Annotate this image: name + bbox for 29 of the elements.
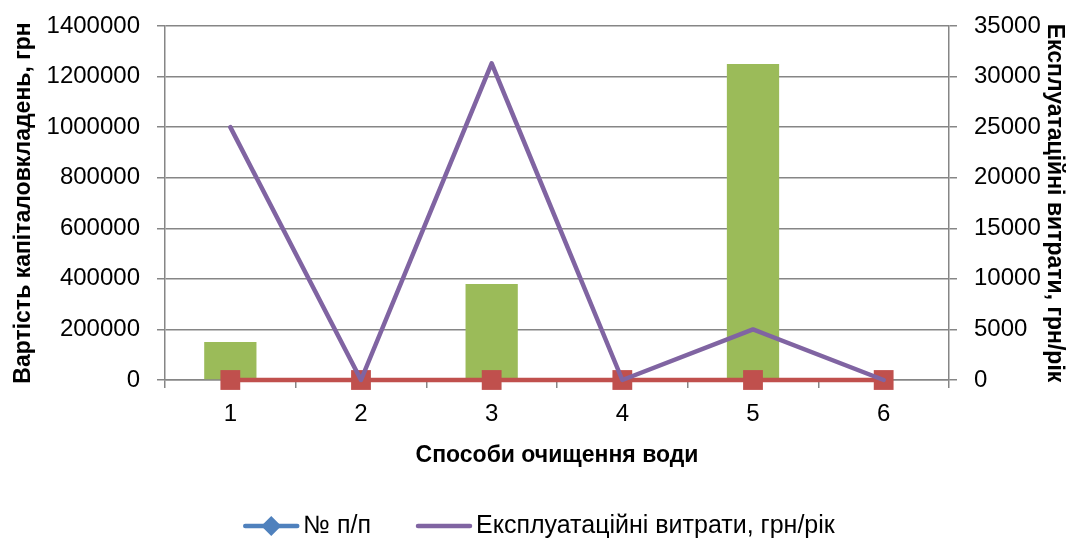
- y2-tick-label: 10000: [974, 263, 1041, 291]
- x-tick-label: 1: [223, 399, 238, 427]
- y2-tick-label: 35000: [974, 10, 1041, 38]
- y2-tick-label: 30000: [974, 61, 1041, 89]
- y2-tick-label: 5000: [974, 314, 1028, 342]
- y2-tick-label: 0: [974, 364, 988, 392]
- y-tick-label: 0: [126, 364, 140, 392]
- y2-tick-label: 15000: [974, 212, 1041, 240]
- x-tick-label: 6: [876, 399, 891, 427]
- legend-label: Експлуатаційні витрати, грн/рік: [476, 509, 836, 538]
- x-tick-label: 5: [746, 399, 760, 427]
- y2-axis-title: Експлуатаційні витрати, грн/рік: [1042, 23, 1069, 383]
- x-tick-label: 3: [484, 399, 499, 427]
- y-tick-label: 200000: [59, 314, 140, 342]
- y-tick-label: 400000: [59, 263, 140, 291]
- legend-label: № п/п: [303, 509, 372, 538]
- y-tick-label: 800000: [59, 162, 140, 190]
- bar: [726, 63, 780, 380]
- y-axis-title: Вартість капіталовкладень, грн: [9, 22, 36, 384]
- y2-tick-label: 25000: [974, 111, 1041, 139]
- x-tick-label: 4: [615, 399, 630, 427]
- bar: [465, 283, 518, 380]
- y2-tick-label: 20000: [974, 162, 1041, 190]
- y-tick-label: 1200000: [46, 61, 140, 89]
- y-tick-label: 1000000: [46, 111, 140, 139]
- x-axis-title: Способи очищення води: [415, 440, 699, 467]
- x-tick-label: 2: [354, 399, 368, 427]
- y-tick-label: 1400000: [46, 10, 140, 38]
- y-tick-label: 600000: [59, 212, 140, 240]
